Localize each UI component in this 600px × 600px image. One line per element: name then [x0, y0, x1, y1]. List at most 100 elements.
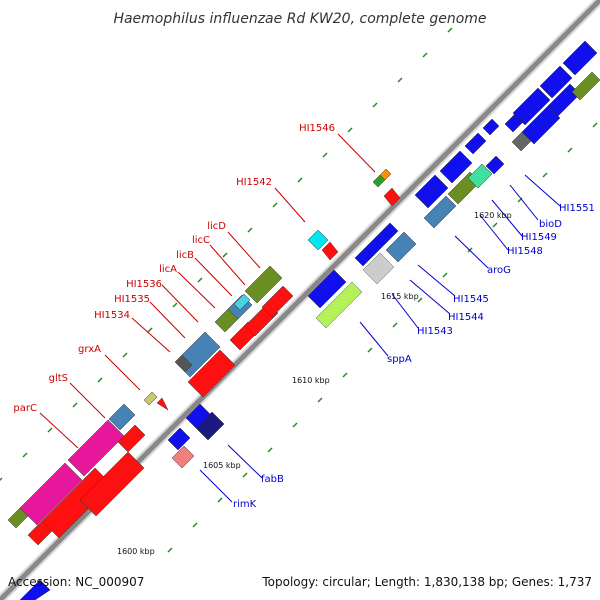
gene-block[interactable]: [521, 105, 561, 145]
tick-mark: [342, 372, 348, 378]
scale-label: 1620 kbp: [474, 211, 512, 220]
reverse-gene-labels: HI1551 bioD HI1549 HI1548 aroG HI1545 HI…: [233, 203, 595, 510]
gene-block[interactable]: [156, 397, 169, 411]
gene-HI1545[interactable]: [362, 252, 395, 285]
gene-label[interactable]: HI1545: [453, 294, 489, 305]
gene-label[interactable]: HI1534: [94, 310, 130, 321]
gene-grxA[interactable]: [143, 391, 158, 406]
gene-block[interactable]: [464, 132, 487, 155]
gene-label[interactable]: HI1549: [521, 232, 557, 243]
gene-label[interactable]: HI1551: [559, 203, 595, 214]
gene-sppA[interactable]: [315, 281, 363, 329]
tick-mark: [47, 427, 53, 433]
gene-HI1546[interactable]: [379, 168, 392, 181]
tick-mark: [322, 152, 328, 158]
gene-licC[interactable]: [244, 265, 283, 304]
gene-block[interactable]: [261, 285, 294, 318]
gene-label[interactable]: parC: [13, 403, 37, 414]
gene-label[interactable]: licD: [207, 221, 226, 232]
tick-mark: [217, 497, 223, 503]
gene-parC[interactable]: [19, 462, 83, 526]
gene-label[interactable]: licB: [176, 250, 194, 261]
gene-label[interactable]: sppA: [387, 354, 412, 365]
forward-gene-labels: HI1546 HI1542 licD licC licB licA HI1536…: [13, 123, 335, 414]
gene-licD[interactable]: [307, 229, 329, 251]
gene-block[interactable]: [167, 427, 191, 451]
gene-rimK[interactable]: [195, 411, 225, 441]
gene-block[interactable]: [571, 71, 600, 101]
forward-strand-features: [7, 40, 598, 529]
leader-lines: [39, 133, 561, 503]
gene-label[interactable]: licC: [192, 235, 210, 246]
tick-mark: [172, 302, 178, 308]
scale-label: 1605 kbp: [203, 461, 241, 470]
gene-label[interactable]: HI1542: [236, 177, 272, 188]
gene-block[interactable]: [383, 187, 401, 207]
gene-label[interactable]: bioD: [539, 219, 562, 230]
gene-block[interactable]: [108, 403, 136, 431]
tick-marks: [0, 27, 598, 553]
gene-block[interactable]: [414, 174, 449, 209]
gene-label[interactable]: rimK: [233, 499, 257, 510]
tick-mark: [392, 322, 398, 328]
tick-mark: [442, 272, 448, 278]
gene-aroG[interactable]: [423, 195, 457, 229]
gene-block[interactable]: [19, 579, 51, 600]
gene-block[interactable]: [512, 87, 551, 126]
gene-label[interactable]: HI1535: [114, 294, 150, 305]
gene-block[interactable]: [321, 241, 339, 261]
tick-mark: [267, 447, 273, 453]
gene-HI1549[interactable]: [467, 163, 493, 189]
gene-block[interactable]: [187, 349, 236, 398]
tick-mark: [242, 472, 248, 478]
tick-mark: [247, 227, 253, 233]
gene-label[interactable]: licA: [159, 264, 177, 275]
gene-label[interactable]: HI1536: [126, 279, 162, 290]
tick-mark: [222, 252, 228, 258]
tick-mark: [367, 347, 373, 353]
gene-label[interactable]: HI1548: [507, 246, 543, 257]
tick-mark: [347, 127, 353, 133]
gene-HI1535[interactable]: [174, 354, 193, 373]
scale-label: 1600 kbp: [117, 547, 155, 556]
gene-block[interactable]: [482, 118, 500, 136]
reverse-strand-features: [19, 71, 600, 600]
tick-mark: [147, 327, 153, 333]
gene-label[interactable]: HI1546: [299, 123, 335, 134]
gene-bioD[interactable]: [485, 155, 505, 175]
tick-mark: [592, 122, 598, 128]
gene-block[interactable]: [374, 222, 399, 247]
scale-label: 1615 kbp: [381, 292, 419, 301]
tick-mark: [567, 147, 573, 153]
gene-block[interactable]: [79, 451, 145, 517]
gene-block[interactable]: [562, 40, 598, 76]
gene-label[interactable]: grxA: [78, 344, 101, 355]
tick-mark: [317, 397, 323, 403]
tick-mark: [167, 547, 173, 553]
gene-label[interactable]: gltS: [49, 373, 68, 384]
tick-mark: [397, 77, 403, 83]
gene-block[interactable]: [439, 150, 473, 184]
gene-label[interactable]: aroG: [487, 265, 511, 276]
scale-labels: 1600 kbp 1605 kbp 1610 kbp 1615 kbp 1620…: [117, 211, 512, 556]
tick-mark: [417, 297, 423, 303]
gene-label[interactable]: HI1544: [448, 312, 484, 323]
gene-licB[interactable]: [233, 293, 251, 311]
tick-mark: [447, 27, 453, 33]
gene-block[interactable]: [539, 65, 573, 99]
tick-mark: [97, 377, 103, 383]
gene-label[interactable]: HI1543: [417, 326, 453, 337]
gene-label[interactable]: fabB: [261, 474, 284, 485]
gene-block[interactable]: [385, 231, 417, 263]
gene-block[interactable]: [117, 424, 146, 453]
tick-mark: [197, 277, 203, 283]
tick-mark: [122, 352, 128, 358]
tick-mark: [292, 422, 298, 428]
gene-block[interactable]: [171, 445, 195, 469]
scale-label: 1610 kbp: [292, 376, 330, 385]
gene-block[interactable]: [307, 269, 347, 309]
tick-mark: [492, 222, 498, 228]
tick-mark: [372, 102, 378, 108]
